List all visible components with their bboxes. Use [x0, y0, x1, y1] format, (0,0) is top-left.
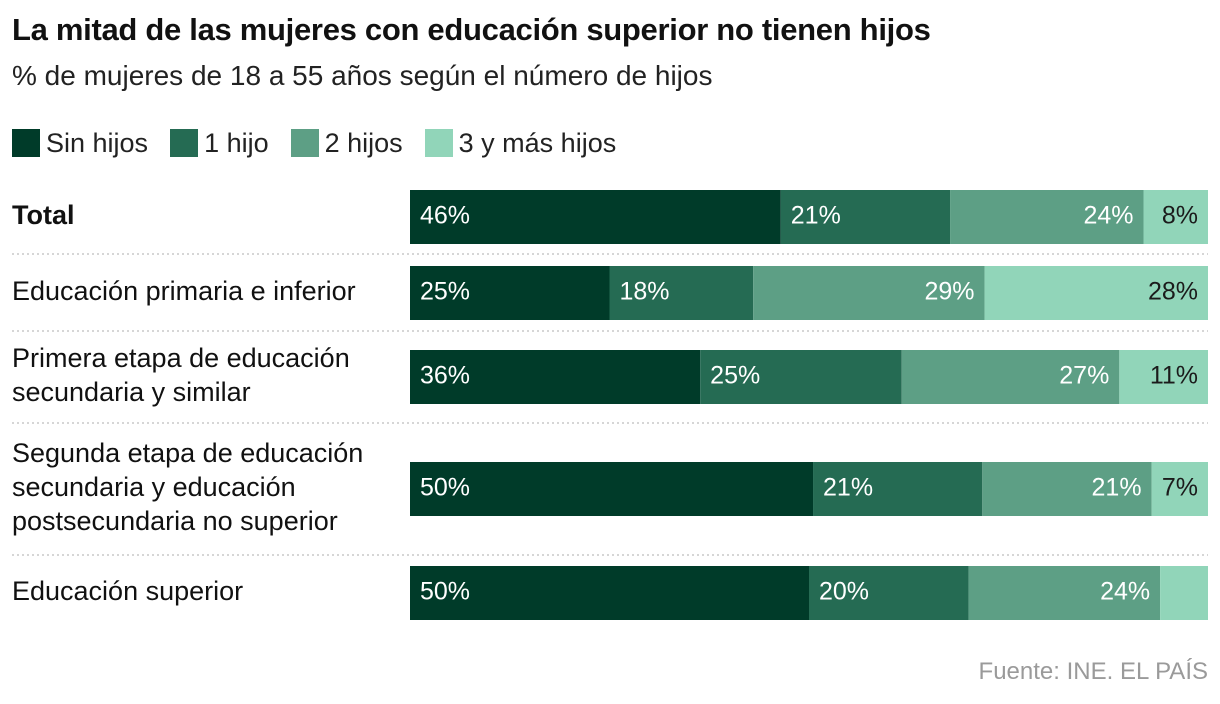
bar-segment: [410, 266, 610, 320]
value-label: 25%: [420, 278, 470, 306]
value-label: 8%: [1162, 202, 1198, 230]
legend-item-2-hijos: 2 hijos: [290, 127, 403, 159]
chart-title: La mitad de las mujeres con educación su…: [12, 12, 931, 47]
bar-segment: [1143, 190, 1208, 244]
value-label: 29%: [925, 278, 975, 306]
category-label: Educación primaria e inferior: [12, 276, 356, 306]
value-label: 21%: [823, 474, 873, 502]
value-label: 24%: [1083, 202, 1133, 230]
value-label: 28%: [1148, 278, 1198, 306]
category-label: Primera etapa de educación: [12, 343, 350, 373]
legend-item-1-hijo: 1 hijo: [170, 128, 269, 159]
bar-segment: [1151, 462, 1208, 516]
bar-segment: [410, 566, 809, 620]
value-label: 20%: [819, 578, 869, 606]
category-label: postsecundaria no superior: [12, 506, 338, 536]
chart-legend: Sin hijos 1 hijo 2 hijos 3 y más hijos: [12, 128, 638, 158]
bar-segment: [700, 350, 902, 404]
bar-segment: [813, 462, 983, 516]
category-label: secundaria y similar: [12, 377, 251, 407]
legend-swatch: [12, 129, 40, 157]
bar-segment: [410, 190, 781, 244]
category-label: Segunda etapa de educación: [12, 438, 363, 468]
legend-label: 2 hijos: [324, 127, 403, 158]
value-label: 50%: [420, 578, 470, 606]
bar-segment: [1160, 566, 1208, 620]
legend-swatch: [290, 129, 319, 157]
bar-segment: [950, 190, 1144, 244]
bar-segment: [1119, 350, 1208, 404]
category-label: Total: [12, 200, 75, 230]
bar-segment: [609, 266, 754, 320]
legend-item-sin-hijos: Sin hijos: [12, 128, 148, 159]
value-label: 46%: [420, 202, 470, 230]
value-label: 24%: [1100, 578, 1150, 606]
bar-segment: [753, 266, 985, 320]
bar-segment: [809, 566, 969, 620]
category-label: Educación superior: [12, 576, 243, 606]
legend-swatch: [170, 129, 199, 157]
bar-segment: [410, 462, 814, 516]
category-label: secundaria y educación: [12, 472, 296, 502]
value-label: 36%: [420, 362, 470, 390]
legend-item-3-y-mas-hijos: 3 y más hijos: [424, 127, 617, 159]
legend-label: Sin hijos: [46, 127, 149, 158]
bar-segment: [984, 266, 1208, 320]
legend-label: 1 hijo: [204, 127, 269, 158]
legend-label: 3 y más hijos: [458, 127, 617, 158]
value-label: 11%: [1150, 362, 1198, 390]
chart-subtitle: % de mujeres de 18 a 55 años según el nú…: [12, 60, 713, 91]
bar-segment: [780, 190, 951, 244]
bar-segment: [968, 566, 1161, 620]
value-label: 25%: [710, 362, 760, 390]
value-label: 18%: [620, 278, 670, 306]
value-label: 50%: [420, 474, 470, 502]
bar-segment: [410, 350, 701, 404]
bar-segment: [982, 462, 1152, 516]
source-note: Fuente: INE. EL PAÍS: [978, 658, 1208, 685]
value-label: 21%: [791, 202, 841, 230]
bar-segment: [901, 350, 1120, 404]
value-label: 27%: [1059, 362, 1109, 390]
legend-swatch: [424, 129, 453, 157]
value-label: 7%: [1162, 474, 1198, 502]
value-label: 21%: [1092, 474, 1142, 502]
